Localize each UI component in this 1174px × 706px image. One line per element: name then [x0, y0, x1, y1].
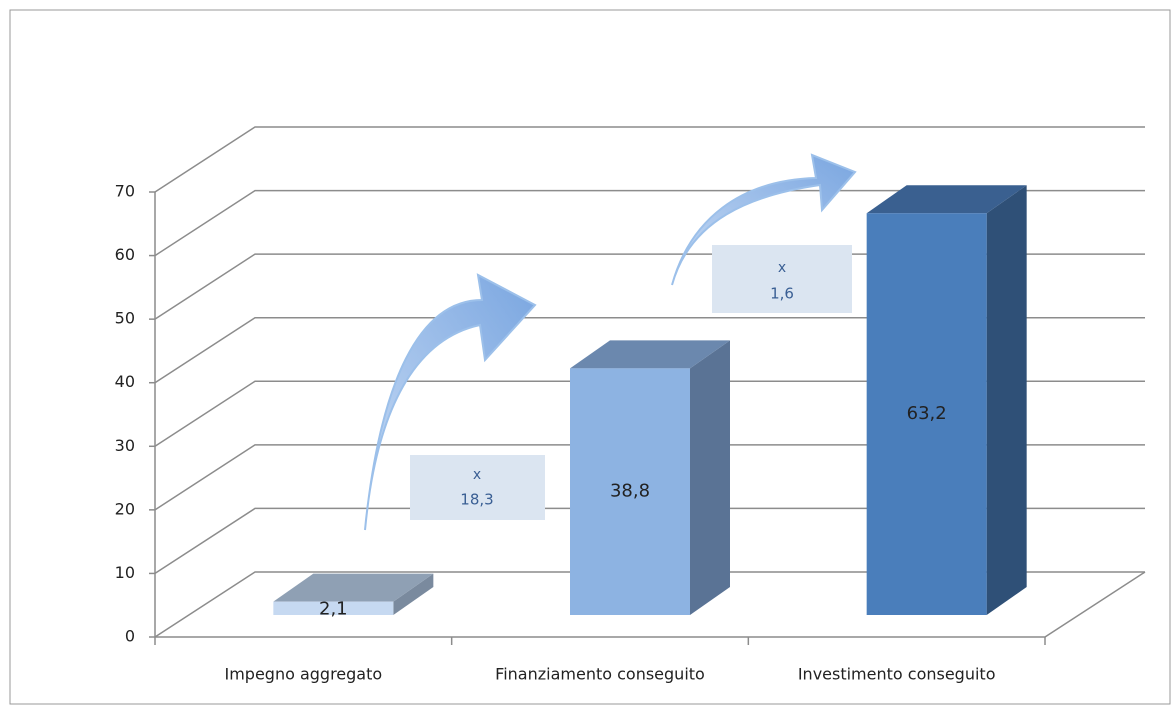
bar-side: [393, 573, 434, 615]
bar-group: 2,1: [273, 573, 434, 619]
annotation-text: x: [473, 467, 481, 483]
arrow: [364, 273, 537, 531]
bar: [273, 601, 394, 615]
grid-line: [154, 189, 1145, 257]
data-label: 63,2: [907, 403, 947, 424]
grid-line: [154, 126, 1145, 193]
y-tick-label: 10: [115, 563, 135, 582]
data-label: 38,8: [610, 481, 650, 502]
bar: [866, 213, 987, 615]
bar-group: 38,8: [570, 340, 730, 615]
annotation-box: [712, 245, 852, 313]
annotation-text: x: [778, 260, 786, 276]
y-tick-label: 70: [115, 182, 135, 201]
annotation: x 18,3 x 1,6: [410, 245, 852, 520]
y-tick-label: 30: [115, 436, 135, 455]
arrow: [671, 153, 857, 286]
bar-side: [690, 340, 730, 615]
y-tick-label: 0: [125, 627, 135, 646]
grid-line: [154, 444, 1145, 511]
bar-top: [273, 573, 434, 602]
y-tick-label: 20: [115, 499, 135, 518]
bar-group: 63,2: [866, 185, 1027, 615]
bar-side: [986, 185, 1027, 615]
y-tick-label: 40: [115, 372, 135, 391]
bar: [570, 368, 690, 615]
y-tick-label: 60: [115, 245, 135, 264]
x-tick-label: Impegno aggregato: [224, 665, 382, 684]
grid-line: [154, 316, 1145, 384]
grid-line: [154, 507, 1145, 575]
x-tick-label: Finanziamento conseguito: [495, 665, 705, 684]
y-tick-label: 50: [115, 309, 135, 328]
bar-top: [866, 185, 1027, 214]
data-label: 2,1: [319, 598, 348, 619]
annotation-text: 18,3: [460, 491, 493, 509]
annotation-text: 1,6: [770, 285, 794, 303]
x-tick-label: Investimento conseguito: [798, 665, 996, 684]
grid-line: [154, 571, 1145, 638]
bar-top: [570, 340, 730, 369]
annotation-box: [410, 455, 545, 520]
grid-line: [154, 380, 1145, 447]
